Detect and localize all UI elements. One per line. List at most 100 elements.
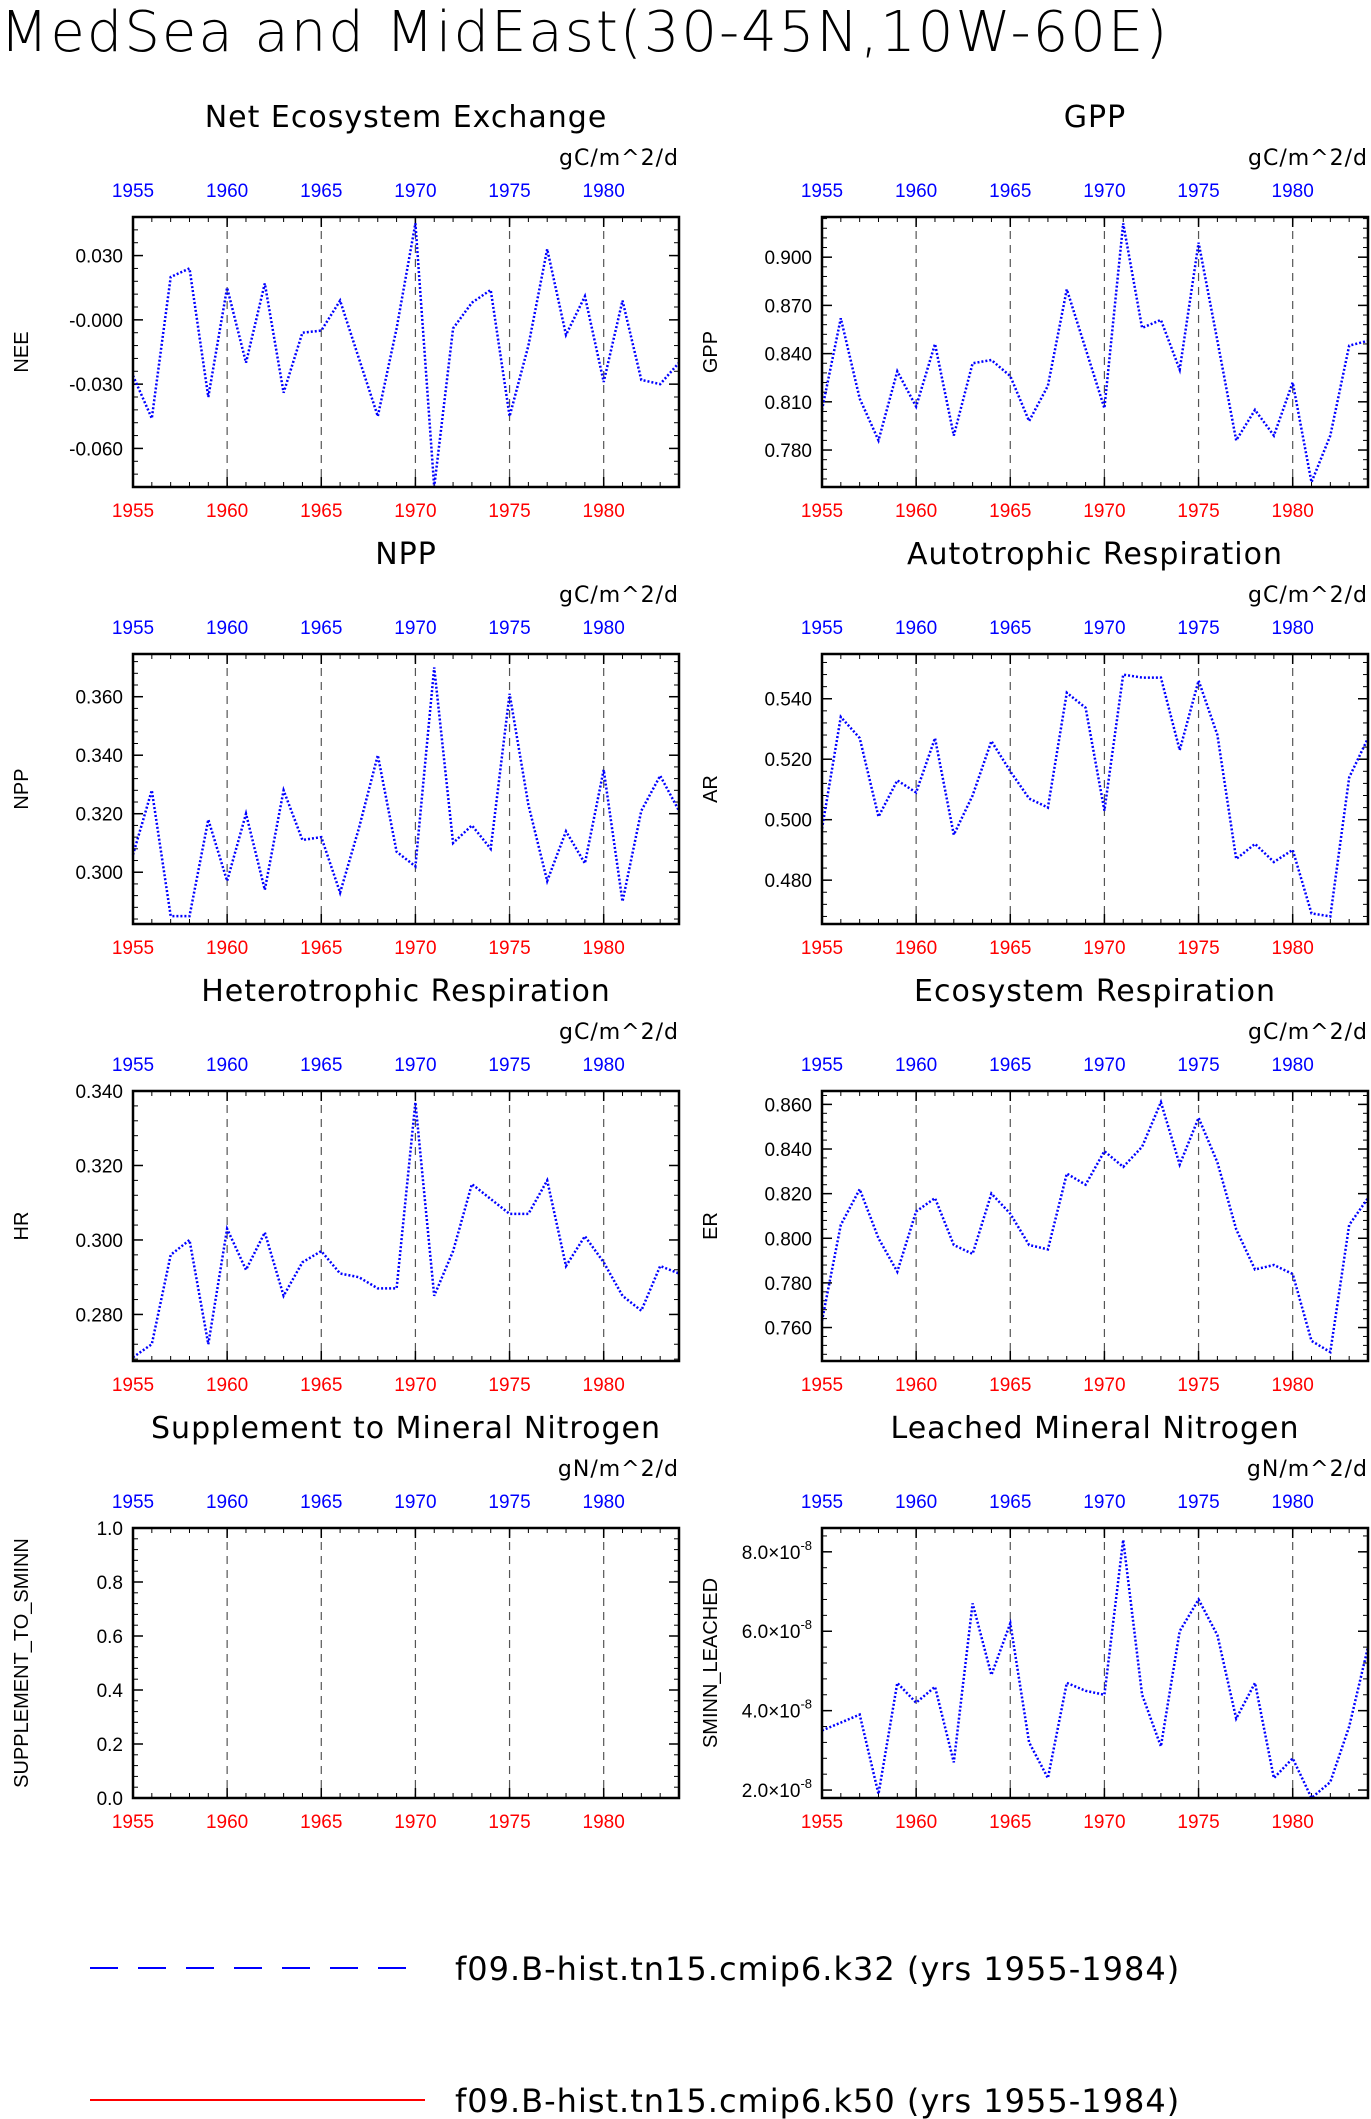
y-tick-label: 0.860 [764, 1095, 812, 1116]
x-tick-label-top: 1965 [300, 1055, 342, 1076]
y-tick-label: 0.6 [97, 1627, 123, 1648]
x-tick-label-bottom: 1965 [300, 938, 342, 959]
x-tick-label-bottom: 1965 [989, 1375, 1031, 1396]
y-tick-label: 0.760 [764, 1319, 812, 1340]
x-tick-label-top: 1980 [1272, 1492, 1314, 1513]
x-tick-label-bottom: 1975 [1177, 938, 1219, 959]
x-tick-label-bottom: 1975 [488, 1375, 530, 1396]
x-tick-label-top: 1960 [206, 181, 248, 202]
x-tick-label-bottom: 1960 [895, 1375, 937, 1396]
x-tick-label-bottom: 1955 [801, 938, 843, 959]
y-axis-label: ER [700, 1212, 722, 1240]
x-tick-label-bottom: 1960 [895, 938, 937, 959]
chart-panel: Autotrophic Respiration gC/m^2/d 1955 1955 1… [700, 537, 1370, 959]
x-tick-label-bottom: 1970 [1083, 1812, 1125, 1833]
x-tick-label-top: 1955 [801, 1055, 843, 1076]
y-tick-label: 0.340 [75, 1082, 123, 1103]
x-tick-label-bottom: 1965 [989, 938, 1031, 959]
series-line [820, 673, 1370, 918]
x-tick-label-bottom: 1975 [1177, 501, 1219, 522]
y-tick-label: 0.810 [764, 393, 812, 414]
y-tick-label: 0.780 [764, 441, 812, 462]
x-tick-label-top: 1955 [112, 181, 154, 202]
units-label: gC/m^2/d [559, 1020, 679, 1045]
x-tick-label-top: 1955 [801, 1492, 843, 1513]
x-tick-label-top: 1975 [1177, 181, 1219, 202]
x-tick-label-top: 1965 [300, 1492, 342, 1513]
x-tick-label-bottom: 1960 [895, 501, 937, 522]
x-tick-label-bottom: 1965 [300, 501, 342, 522]
x-tick-label-top: 1955 [112, 1492, 154, 1513]
x-tick-label-bottom: 1955 [112, 1375, 154, 1396]
y-tick-label: 0.300 [75, 1231, 123, 1252]
y-axis-label: AR [700, 775, 722, 803]
x-tick-label-bottom: 1955 [801, 501, 843, 522]
y-tick-label: 0.840 [764, 345, 812, 366]
y-axis-label: HR [11, 1212, 33, 1241]
panel-title: Heterotrophic Respiration [201, 974, 611, 1009]
x-tick-label-top: 1970 [394, 1492, 436, 1513]
x-tick-label-bottom: 1980 [583, 501, 625, 522]
x-tick-label-bottom: 1970 [1083, 938, 1125, 959]
y-tick-label: 0.340 [75, 746, 123, 767]
series-line [131, 667, 681, 918]
units-label: gN/m^2/d [1247, 1457, 1368, 1482]
x-tick-label-top: 1960 [206, 1492, 248, 1513]
y-tick-label: 0.540 [764, 690, 812, 711]
x-tick-label-top: 1970 [1083, 1055, 1125, 1076]
y-tick-label: 0.480 [764, 871, 812, 892]
x-tick-label-top: 1980 [583, 181, 625, 202]
series-line [132, 1102, 680, 1359]
x-tick-label-bottom: 1965 [300, 1375, 342, 1396]
units-label: gC/m^2/d [1248, 146, 1368, 171]
y-tick-label: 0.4 [97, 1681, 124, 1702]
y-tick-label: -0.030 [69, 375, 123, 396]
x-tick-label-top: 1965 [989, 618, 1031, 639]
panel-title: Net Ecosystem Exchange [205, 100, 608, 135]
y-tick-label: 0.030 [75, 247, 123, 268]
y-tick-label: 0.820 [764, 1185, 812, 1206]
chart-panel: Ecosystem Respiration gC/m^2/d 1955 1955 196… [700, 974, 1370, 1396]
plot-frame [131, 1526, 681, 1800]
chart-panel: NPP gC/m^2/d 1955 1955 1960 1960 1965 1965 1970 1… [11, 537, 681, 959]
units-label: gC/m^2/d [1248, 1020, 1368, 1045]
x-tick-label-top: 1955 [112, 1055, 154, 1076]
x-tick-label-bottom: 1975 [1177, 1812, 1219, 1833]
plot-frame [820, 1526, 1370, 1800]
panel-title: Ecosystem Respiration [914, 974, 1276, 1009]
series-line [820, 1098, 1370, 1355]
x-tick-label-bottom: 1965 [989, 1812, 1031, 1833]
x-tick-label-top: 1960 [895, 181, 937, 202]
y-tick-label: 0.840 [764, 1140, 812, 1161]
x-tick-label-top: 1970 [394, 618, 436, 639]
x-tick-label-bottom: 1980 [1272, 938, 1314, 959]
x-tick-label-bottom: 1975 [488, 1812, 530, 1833]
x-tick-label-top: 1975 [488, 1055, 530, 1076]
x-tick-label-top: 1975 [1177, 1055, 1219, 1076]
x-tick-label-bottom: 1965 [300, 1812, 342, 1833]
plot-frame [820, 1089, 1370, 1363]
y-tick-label: 0.0 [97, 1789, 123, 1810]
y-axis-label: SUPPLEMENT_TO_SMINN [11, 1538, 33, 1788]
panel-title: Autotrophic Respiration [907, 537, 1283, 572]
x-tick-label-top: 1960 [895, 1492, 937, 1513]
legend-item: f09.B-hist.tn15.cmip6.k50 (yrs 1955-1984… [90, 2082, 1180, 2119]
x-tick-label-bottom: 1975 [488, 938, 530, 959]
y-tick-label: 0.280 [75, 1305, 123, 1326]
x-tick-label-bottom: 1960 [206, 938, 248, 959]
x-tick-label-top: 1980 [583, 1492, 625, 1513]
y-tick-label: 0.300 [75, 863, 123, 884]
y-tick-label: 0.800 [764, 1229, 812, 1250]
x-tick-label-bottom: 1970 [1083, 501, 1125, 522]
x-tick-label-top: 1955 [801, 181, 843, 202]
chart-panel: GPP gC/m^2/d 1955 1955 1960 1960 1965 1965 1970 1… [700, 100, 1370, 522]
x-tick-label-bottom: 1970 [394, 501, 436, 522]
x-tick-label-bottom: 1960 [206, 501, 248, 522]
x-tick-label-top: 1965 [989, 1492, 1031, 1513]
x-tick-label-bottom: 1955 [112, 1812, 154, 1833]
plot-frame [820, 652, 1370, 926]
plot-frame [131, 1089, 681, 1363]
y-tick-label: -0.060 [69, 439, 123, 460]
x-tick-label-bottom: 1970 [394, 938, 436, 959]
legend-label: f09.B-hist.tn15.cmip6.k50 (yrs 1955-1984… [455, 2082, 1180, 2119]
